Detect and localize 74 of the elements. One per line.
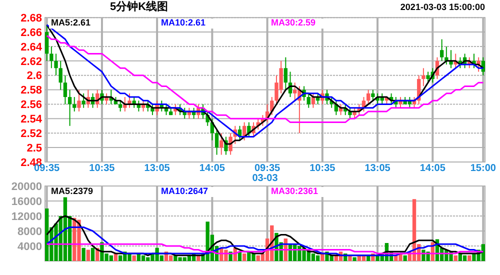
candlestick <box>247 122 251 138</box>
candlestick <box>366 89 370 105</box>
text: MA30:2.59 <box>271 18 316 28</box>
candlestick <box>284 56 288 90</box>
x-tick-label: 09:35 <box>34 163 60 174</box>
text: MA10:2647 <box>161 186 208 196</box>
candlestick <box>150 104 154 116</box>
text: 03-03 <box>252 173 278 184</box>
candlestick <box>118 100 122 112</box>
candlestick <box>220 132 224 156</box>
x-tick-label: 14:05 <box>420 163 446 174</box>
candlestick <box>371 89 375 102</box>
y-tick-label: 2.62 <box>20 56 42 68</box>
y-tick-label: 2.68 <box>20 12 42 24</box>
x-tick-label: 09:35 <box>254 163 281 174</box>
x-tick-label: 14:05 <box>199 163 226 174</box>
bar <box>86 250 90 261</box>
candlestick <box>72 96 76 112</box>
text: MA30:2361 <box>271 186 318 196</box>
candlestick <box>54 53 58 76</box>
candlestick <box>422 68 426 87</box>
text: MA5:2379 <box>51 186 94 196</box>
bar <box>468 255 472 261</box>
candlestick <box>440 38 444 62</box>
bar <box>316 255 320 261</box>
candlestick <box>58 60 62 90</box>
bar <box>90 248 95 261</box>
x-tick-label: 15:00 <box>470 163 496 174</box>
y-tick-label: 2.58 <box>20 84 42 97</box>
y-tick-label: 8000 <box>18 226 42 238</box>
bar <box>242 254 246 261</box>
y-tick-label: 2.54 <box>20 114 43 126</box>
y-tick-label: 20000 <box>11 180 42 193</box>
candlestick <box>214 129 219 156</box>
y-tick-label: 2.56 <box>20 99 42 112</box>
candlestick <box>306 92 310 108</box>
candlestick <box>63 74 68 105</box>
bar <box>462 255 467 261</box>
bar <box>454 255 458 261</box>
line-series <box>46 243 484 254</box>
candlestick <box>50 46 54 69</box>
x-tick-label: 10:35 <box>89 163 116 174</box>
y-tick-label: 2.66 <box>20 26 42 39</box>
y-tick-label: 4000 <box>18 240 42 253</box>
bar <box>311 254 316 261</box>
x-tick-label: 13:05 <box>364 163 391 174</box>
bar <box>82 248 86 261</box>
x-tick-label: 13:05 <box>144 163 170 174</box>
bar <box>352 257 356 261</box>
y-tick-label: 2.64 <box>20 41 43 54</box>
bar <box>403 255 407 261</box>
bar <box>132 255 136 261</box>
candlestick <box>228 132 232 156</box>
x-tick-label: 10:35 <box>310 163 336 174</box>
y-tick-label: 2.5 <box>26 142 42 154</box>
bar <box>141 255 146 261</box>
candlestick <box>68 89 72 126</box>
candlestick <box>123 96 127 112</box>
chart-title: 5分钟K线图 <box>110 0 168 13</box>
candlestick <box>352 107 356 120</box>
candlestick <box>348 107 352 120</box>
y-tick-label: 12000 <box>11 210 42 223</box>
y-tick-label: 2.6 <box>26 70 42 82</box>
y-tick-label: 2.52 <box>20 128 42 140</box>
candlestick <box>82 92 86 108</box>
candlestick <box>77 89 81 112</box>
bar <box>348 255 352 261</box>
series-label: MA5:2.61 <box>51 18 91 28</box>
y-tick-label: 16000 <box>11 196 42 208</box>
text: MA10:2.61 <box>161 18 206 28</box>
text: 2021-03-03 15:00:00 <box>400 2 485 12</box>
candlestick <box>45 24 49 62</box>
candlestick <box>449 50 453 69</box>
candlestick <box>476 56 480 72</box>
